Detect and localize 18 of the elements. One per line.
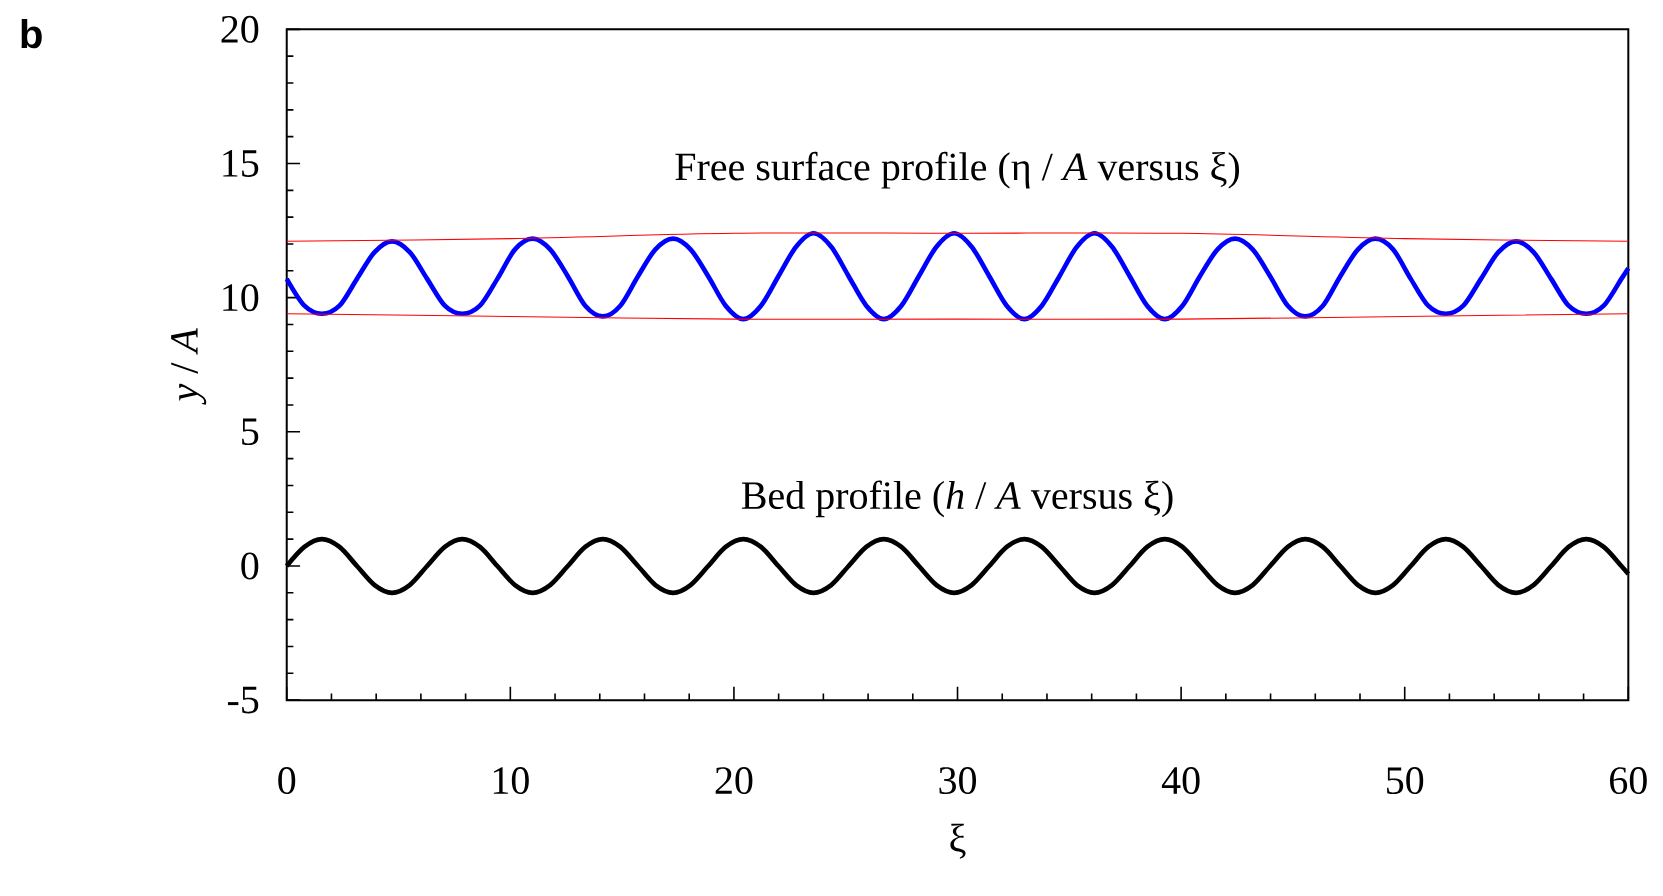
x-axis-title: ξ [950, 823, 966, 859]
x-tick-label: 50 [1387, 767, 1424, 795]
x-tick-label: 40 [1161, 767, 1200, 795]
y-tick-label: 20 [221, 15, 259, 43]
y-tick-label: 0 [241, 552, 259, 580]
y-tick-label: 15 [223, 150, 259, 177]
chart-title: b [21, 18, 42, 49]
x-tick-label: 20 [715, 767, 753, 795]
annotation: Bed profile (h / A versus ξ) [741, 480, 1173, 518]
x-tick-label: 0 [278, 767, 296, 795]
annotation: Free surface profile (η / A versus ξ) [675, 151, 1239, 189]
y-tick-label: -5 [227, 686, 259, 714]
y-axis-title: y / A [171, 327, 207, 405]
y-tick-label: 5 [242, 418, 259, 446]
y-tick-label: 10 [223, 284, 259, 312]
x-tick-label: 60 [1610, 767, 1647, 795]
x-tick-label: 30 [939, 767, 977, 795]
x-tick-label: 10 [493, 767, 529, 795]
